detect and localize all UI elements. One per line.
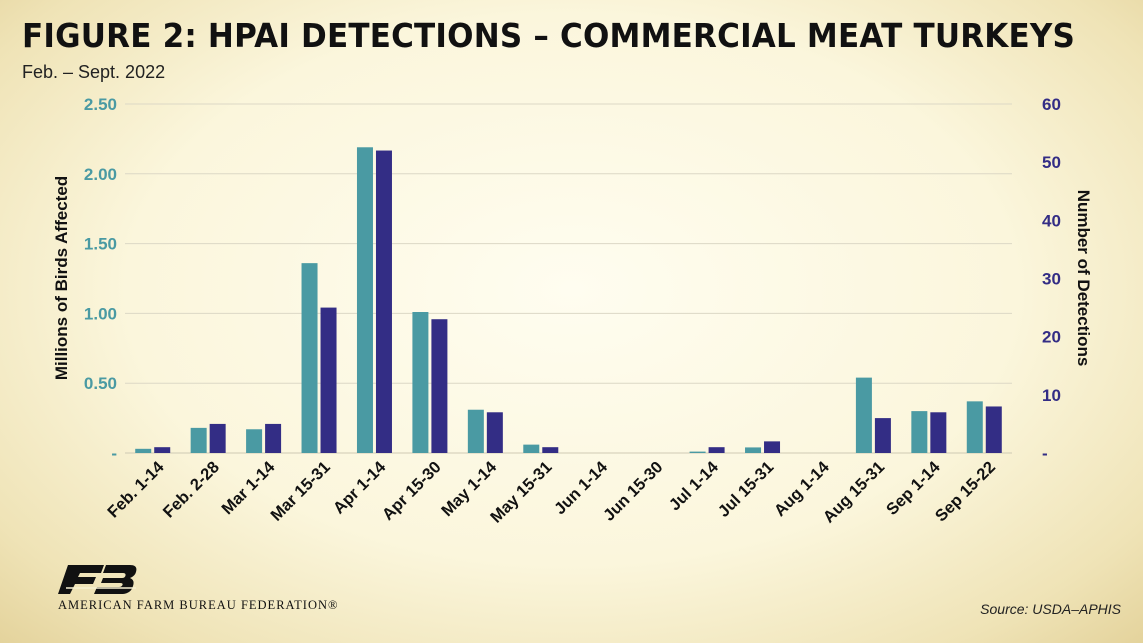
left-axis-tick-label: 1.00 (84, 304, 117, 323)
left-axis-title: Millions of Birds Affected (52, 176, 71, 380)
right-axis-tick-label: 40 (1042, 211, 1061, 230)
x-axis-category-label: Jul 1-14 (666, 458, 723, 515)
left-axis-tick-label: 2.50 (84, 95, 117, 114)
bar-birds-affected (689, 451, 706, 453)
right-axis-tick-label: - (1042, 444, 1048, 463)
bar-birds-affected (855, 377, 872, 453)
right-axis-tick-label: 10 (1042, 386, 1061, 405)
bar-birds-affected (135, 448, 152, 453)
bar-detections (431, 319, 448, 453)
bar-detections (265, 423, 282, 453)
bar-birds-affected (246, 429, 263, 453)
x-axis-category-label: Sep 15-22 (932, 458, 999, 525)
bar-detections (375, 150, 392, 454)
chart-title: FIGURE 2: HPAI DETECTIONS – COMMERCIAL M… (22, 16, 1076, 55)
right-axis-tick-label: 20 (1042, 328, 1061, 347)
bar-birds-affected (356, 147, 373, 453)
x-axis-category-label: Jun 15-30 (600, 458, 667, 525)
right-axis-tick-label: 60 (1042, 95, 1061, 114)
left-axis-tick-label: 2.00 (84, 165, 117, 184)
right-axis-title: Number of Detections (1074, 190, 1093, 367)
bar-detections (542, 447, 559, 453)
bar-detections (708, 447, 725, 453)
left-axis-tick-label: 1.50 (84, 235, 117, 254)
bar-birds-affected (911, 411, 928, 453)
bar-birds-affected (523, 444, 540, 453)
right-axis-tick-label: 50 (1042, 153, 1061, 172)
x-axis-category-label: Apr 15-30 (379, 458, 445, 524)
bar-birds-affected (966, 401, 983, 453)
chart-subtitle: Feb. – Sept. 2022 (22, 62, 166, 82)
x-axis-category-label: Mar 15-31 (267, 458, 334, 525)
farm-bureau-logo-icon (58, 565, 137, 594)
bar-detections (209, 423, 226, 453)
right-axis-tick-label: 30 (1042, 270, 1061, 289)
bar-detections (486, 412, 503, 453)
bar-detections (764, 441, 781, 453)
source-note: Source: USDA–APHIS (980, 601, 1121, 617)
left-axis-tick-label: - (111, 444, 117, 463)
x-axis-category-label: Feb. 2-28 (160, 458, 223, 521)
left-axis-tick-label: 0.50 (84, 374, 117, 393)
bar-birds-affected (190, 427, 207, 453)
bar-detections (320, 307, 337, 453)
bar-detections (874, 418, 891, 453)
x-axis-category-label: Feb. 1-14 (104, 458, 168, 522)
bar-detections (930, 412, 947, 453)
bar-birds-affected (412, 312, 429, 453)
bar-birds-affected (745, 447, 762, 453)
x-axis-category-label: Jul 15-31 (715, 458, 778, 521)
bar-detections (154, 447, 171, 453)
organization-name: AMERICAN FARM BUREAU FEDERATION® (58, 598, 339, 612)
bar-detections (985, 406, 1002, 453)
bar-birds-affected (467, 409, 484, 453)
bar-birds-affected (301, 263, 318, 453)
